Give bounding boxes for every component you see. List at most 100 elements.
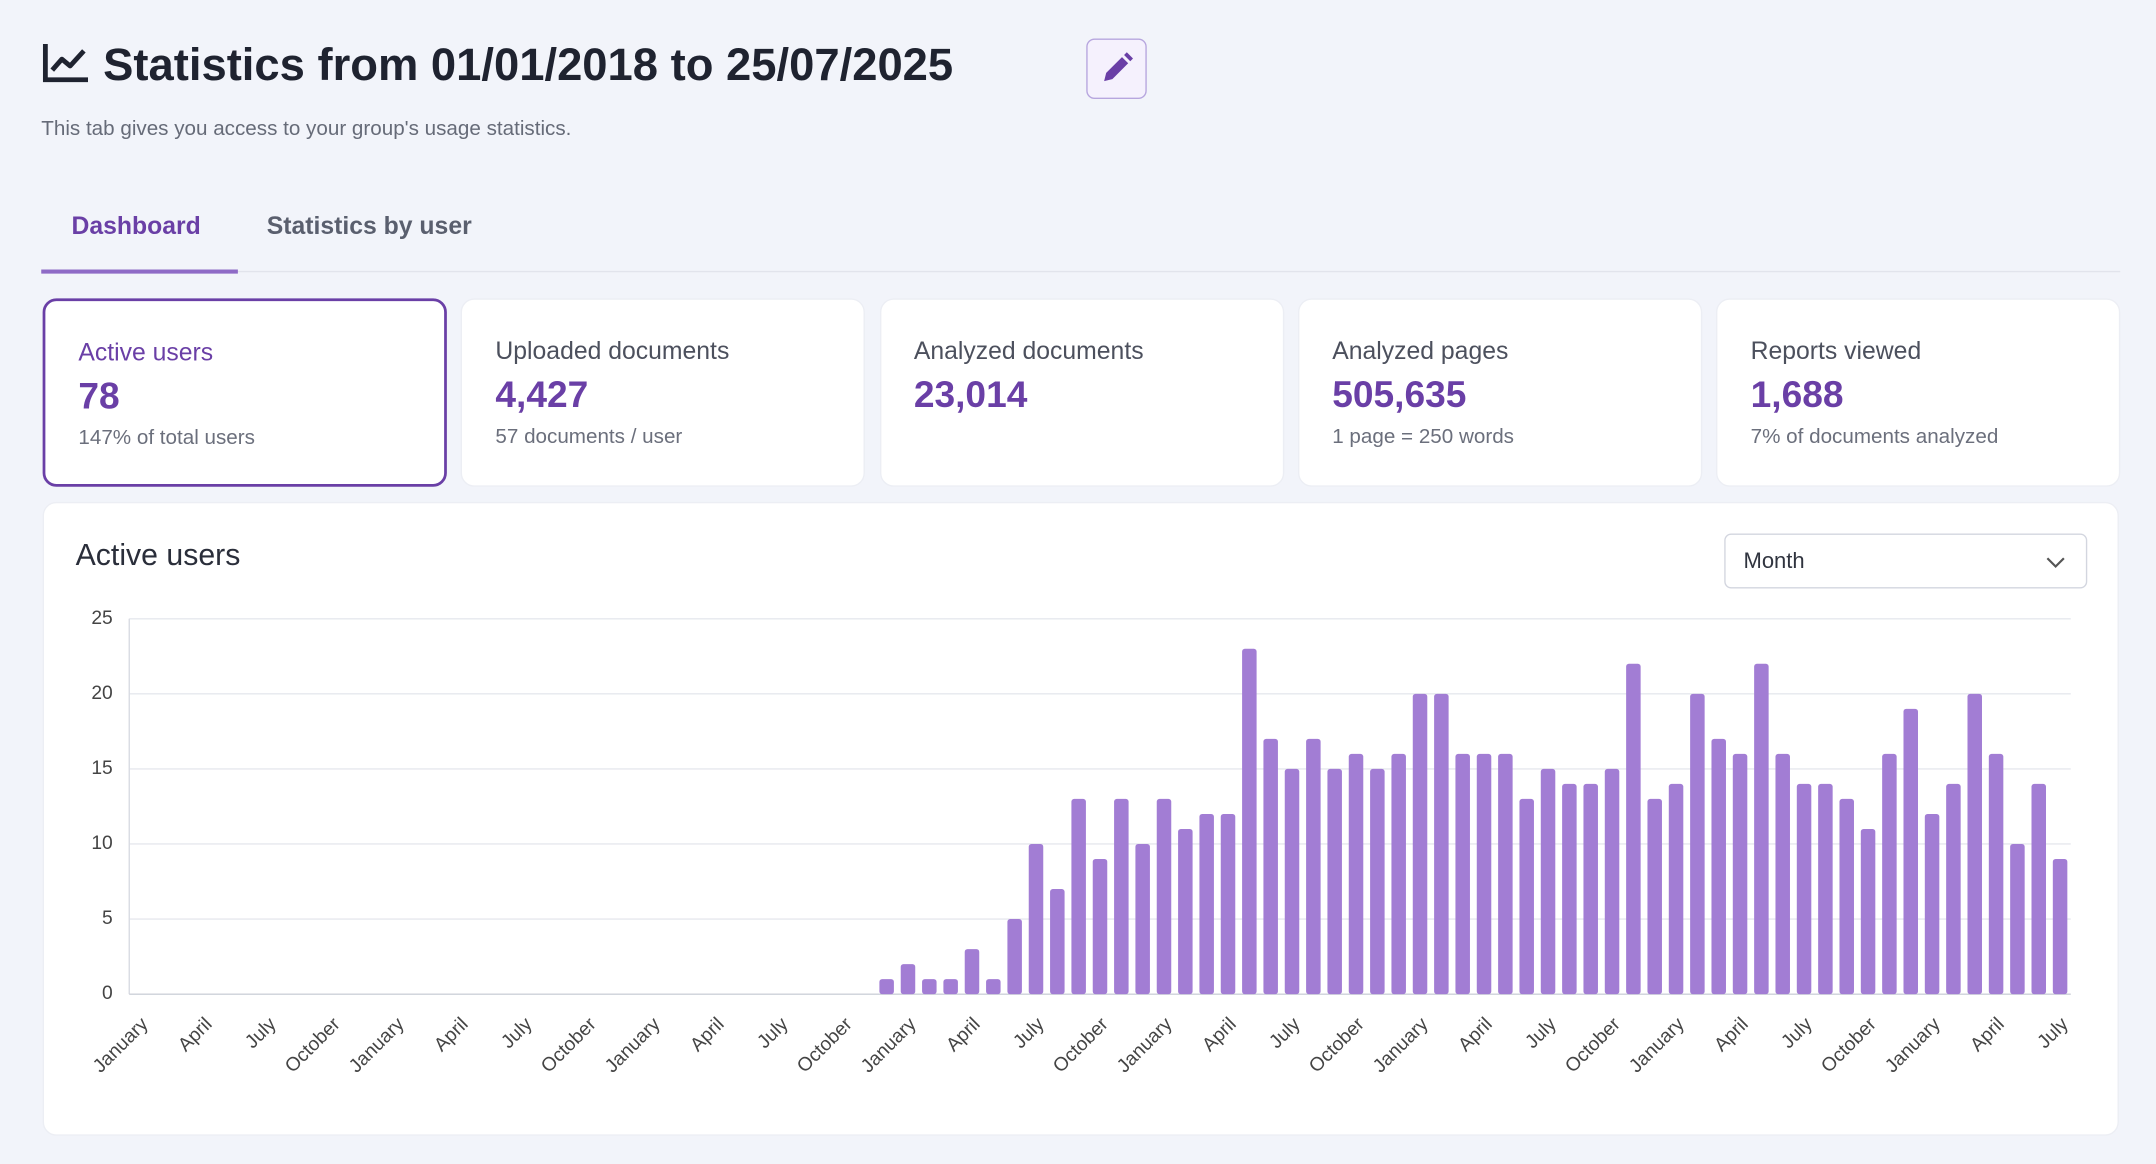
card-value: 505,635 xyxy=(1332,374,1467,416)
x-tick-label: July xyxy=(1778,1014,1817,1053)
stat-card[interactable]: Reports viewed 1,688 7% of documents analy… xyxy=(1716,298,2121,487)
page-title: Statistics from 01/01/2018 to 25/07/2025 xyxy=(103,38,954,90)
x-tick-label: April xyxy=(430,1014,472,1056)
bar xyxy=(1562,783,1577,995)
pencil-icon xyxy=(1104,52,1133,82)
bar xyxy=(1711,738,1726,995)
bar xyxy=(1284,768,1300,995)
x-tick-label: October xyxy=(1817,1013,1881,1077)
stat-card[interactable]: Active users 78 147% of total users xyxy=(42,298,447,487)
x-tick-label: April xyxy=(943,1014,985,1056)
x-tick-label: January xyxy=(1369,1014,1433,1078)
bar xyxy=(1839,798,1854,995)
x-tick-label: April xyxy=(1455,1014,1497,1056)
bar xyxy=(1903,708,1918,995)
y-tick-label: 25 xyxy=(91,608,112,629)
stat-card[interactable]: Analyzed documents 23,014 xyxy=(879,298,1284,487)
card-label: Analyzed pages xyxy=(1332,336,1509,365)
x-tick-label: July xyxy=(498,1014,537,1053)
bar xyxy=(1860,828,1876,995)
x-tick-label: July xyxy=(1010,1014,1049,1053)
bar xyxy=(986,979,1001,995)
bar xyxy=(2031,783,2047,995)
card-value: 1,688 xyxy=(1750,374,1844,416)
bar xyxy=(1156,798,1172,995)
bar xyxy=(1818,783,1833,995)
x-tick-label: October xyxy=(537,1013,601,1077)
bar xyxy=(943,979,958,995)
bar xyxy=(1455,753,1470,995)
bar xyxy=(1178,828,1193,995)
stat-card[interactable]: Analyzed pages 505,635 1 page = 250 words xyxy=(1297,298,1703,487)
bar xyxy=(2052,858,2068,995)
bar xyxy=(1370,768,1385,995)
bar xyxy=(1028,843,1044,995)
bar xyxy=(1050,889,1065,995)
x-tick-label: July xyxy=(241,1014,280,1053)
bar xyxy=(1306,738,1321,995)
bar xyxy=(1412,693,1428,995)
bar xyxy=(1540,768,1556,995)
bar xyxy=(1348,753,1364,995)
x-tick-label: January xyxy=(89,1014,153,1078)
x-tick-label: April xyxy=(174,1014,216,1056)
x-tick-label: October xyxy=(793,1013,857,1077)
bar xyxy=(2010,843,2025,995)
card-value: 4,427 xyxy=(495,374,589,416)
y-tick-label: 5 xyxy=(102,908,113,929)
bar xyxy=(1924,813,1940,995)
x-tick-label: October xyxy=(1049,1013,1113,1077)
subtitle: This tab gives you access to your group'… xyxy=(41,116,572,141)
y-tick-label: 20 xyxy=(91,683,112,704)
card-label: Uploaded documents xyxy=(495,336,730,365)
card-label: Active users xyxy=(78,338,214,366)
bar xyxy=(1434,693,1449,995)
bar xyxy=(1946,783,1961,995)
bar xyxy=(1668,783,1684,995)
bar xyxy=(1135,843,1150,995)
y-tick-label: 10 xyxy=(91,833,112,854)
bar xyxy=(1327,768,1342,995)
bar xyxy=(1242,648,1257,995)
tab-indicator xyxy=(41,269,238,274)
bar xyxy=(1114,798,1129,995)
stat-card[interactable]: Uploaded documents 4,427 57 documents / us… xyxy=(461,298,866,487)
bar xyxy=(1988,753,2004,995)
y-tick-label: 15 xyxy=(91,758,112,779)
period-dropdown[interactable]: Month xyxy=(1724,533,2088,589)
bar xyxy=(1754,663,1769,995)
bar xyxy=(1476,753,1492,995)
tab[interactable]: Statistics by user xyxy=(266,211,472,240)
x-tick-label: January xyxy=(601,1014,665,1078)
bar xyxy=(1967,693,1982,995)
tab-divider xyxy=(41,270,2121,273)
edit-button[interactable] xyxy=(1086,38,1147,99)
x-tick-label: January xyxy=(1625,1014,1689,1078)
x-tick-label: October xyxy=(281,1013,345,1077)
x-tick-label: April xyxy=(687,1014,729,1056)
card-label: Reports viewed xyxy=(1750,336,1922,365)
x-tick-label: April xyxy=(1967,1014,2009,1056)
x-tick-label: July xyxy=(1266,1014,1305,1053)
x-tick-label: October xyxy=(1305,1013,1369,1077)
bar xyxy=(1775,753,1790,995)
bar xyxy=(1092,858,1108,995)
bar xyxy=(1690,693,1705,995)
bar xyxy=(1519,798,1534,995)
card-note: 1 page = 250 words xyxy=(1332,424,1514,449)
x-tick-label: January xyxy=(857,1014,921,1078)
x-tick-label: July xyxy=(2034,1014,2073,1053)
bar xyxy=(1220,813,1236,995)
bar xyxy=(1498,753,1513,995)
x-tick-label: January xyxy=(1881,1014,1945,1078)
card-note: 7% of documents analyzed xyxy=(1750,424,1999,449)
bar xyxy=(1391,753,1406,995)
tab[interactable]: Dashboard xyxy=(71,211,201,240)
x-tick-label: April xyxy=(1199,1014,1241,1056)
x-tick-label: October xyxy=(1561,1013,1625,1077)
card-note: 57 documents / user xyxy=(495,424,683,449)
bar xyxy=(1583,783,1598,995)
